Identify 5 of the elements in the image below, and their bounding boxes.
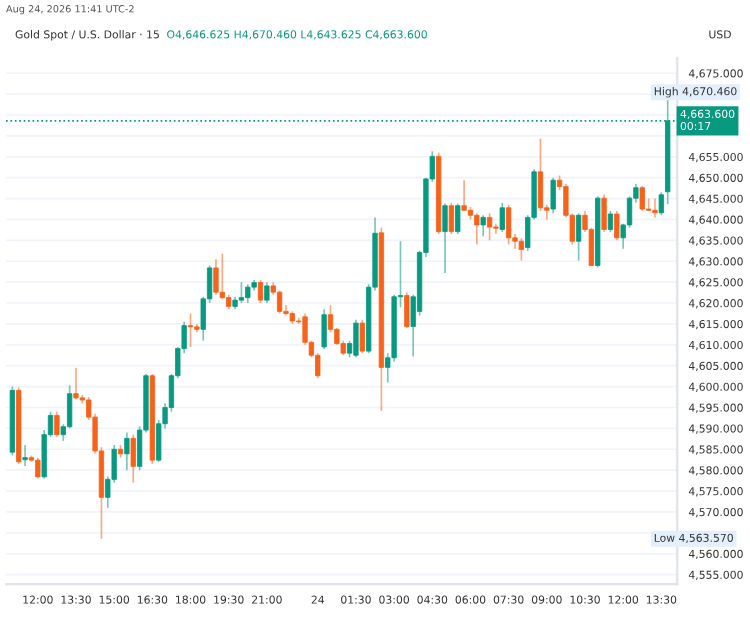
candlestick (493, 222, 499, 235)
candlestick (232, 295, 238, 311)
candlestick (289, 310, 295, 325)
candlestick (226, 293, 232, 311)
candlestick (251, 279, 257, 292)
